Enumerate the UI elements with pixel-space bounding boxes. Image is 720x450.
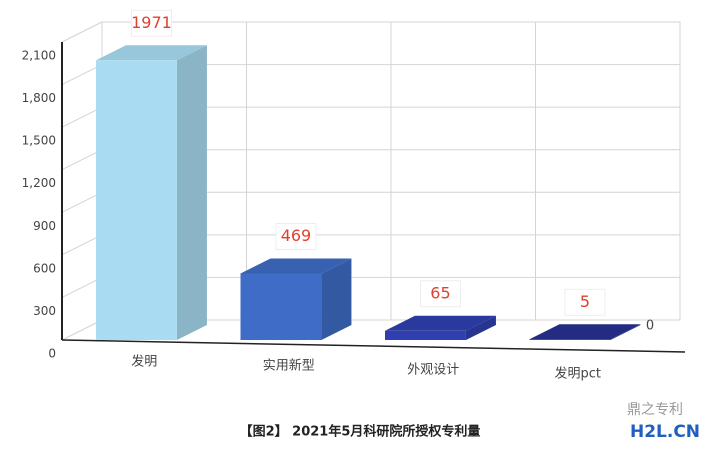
x-tick-label: 发明 bbox=[131, 354, 157, 370]
value-label: 1971 bbox=[131, 13, 172, 32]
y-tick-label: 1,200 bbox=[22, 176, 56, 190]
x-tick-label: 发明pct bbox=[555, 366, 602, 382]
value-label-box bbox=[564, 288, 606, 316]
bar bbox=[96, 60, 177, 340]
bar-top bbox=[385, 315, 496, 331]
value-label-box bbox=[419, 280, 461, 308]
grid-line-side bbox=[61, 106, 103, 128]
value-label-box bbox=[275, 222, 317, 250]
x-tick-label: 实用新型 bbox=[263, 358, 315, 374]
grid-line-side bbox=[61, 319, 103, 341]
bar-side bbox=[465, 315, 496, 340]
y-tick-label: 1,500 bbox=[22, 134, 56, 148]
y-tick-label: 2,100 bbox=[22, 49, 56, 63]
bar-side bbox=[610, 324, 641, 340]
bar-top bbox=[240, 258, 352, 274]
caption: 【图2】 2021年5月科研院所授权专利量 bbox=[240, 424, 481, 440]
bar bbox=[240, 273, 322, 340]
y-tick-label: 900 bbox=[33, 219, 56, 233]
x-axis bbox=[61, 339, 686, 353]
y-tick-label: 300 bbox=[33, 304, 56, 318]
bar-side bbox=[176, 45, 207, 340]
y-tick-label: 600 bbox=[33, 261, 56, 275]
value-label: 65 bbox=[430, 283, 450, 302]
bar-top bbox=[96, 45, 207, 61]
depth-tick-label: 0 bbox=[646, 319, 654, 334]
grid-line-side bbox=[61, 276, 103, 298]
grid-line-side bbox=[61, 64, 103, 86]
x-tick-label: 外观设计 bbox=[407, 363, 459, 378]
y-tick-label: 1,800 bbox=[22, 91, 56, 105]
bar bbox=[385, 330, 466, 340]
bar-top bbox=[529, 324, 641, 340]
bar bbox=[529, 339, 611, 340]
value-label: 469 bbox=[281, 226, 312, 245]
grid-line-side bbox=[61, 191, 103, 213]
bar-side bbox=[321, 258, 352, 340]
value-label: 5 bbox=[580, 292, 590, 311]
grid-line-side bbox=[61, 21, 103, 43]
watermark-account: 鼎之专利 bbox=[627, 402, 683, 418]
value-label-box bbox=[130, 9, 172, 37]
watermark-site: H2L.CN bbox=[630, 422, 700, 442]
y-tick-label: 0 bbox=[48, 347, 56, 361]
grid-line-side bbox=[61, 149, 103, 171]
grid-line-side bbox=[61, 234, 103, 256]
